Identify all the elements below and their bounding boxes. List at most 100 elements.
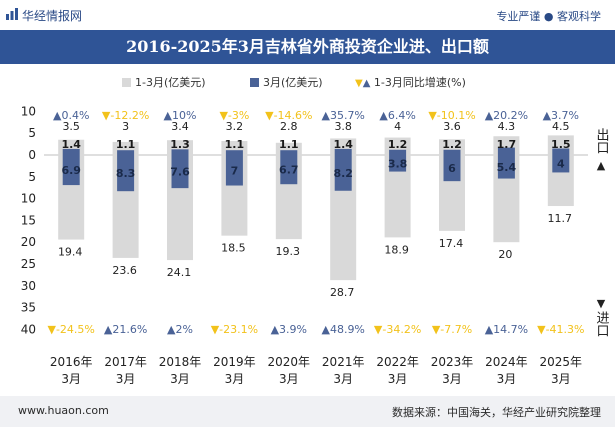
bar-import-month <box>171 155 189 189</box>
label-import-month: 6 <box>448 162 456 175</box>
x-tick-label-month: 3月 <box>225 372 245 386</box>
label-import-yoy: ▲14.7% <box>485 323 528 336</box>
label-import-yoy: ▼-24.5% <box>48 323 95 336</box>
label-export-ytd: 3 <box>122 120 129 133</box>
label-export-month: 1.3 <box>170 138 190 151</box>
legend-swatch-ytd <box>122 78 131 87</box>
y-tick-label: 5 <box>28 170 36 184</box>
label-import-ytd: 18.5 <box>221 242 246 255</box>
bar-import-month <box>225 155 243 186</box>
y-tick-label: 10 <box>21 192 36 206</box>
footer-website: www.huaon.com <box>18 404 109 417</box>
x-tick-label-year: 2024年 <box>485 355 528 369</box>
label-export-month: 1.2 <box>442 138 462 151</box>
label-import-yoy: ▲48.9% <box>321 323 364 336</box>
legend-swatch-month <box>250 78 259 87</box>
label-import-month: 3.8 <box>388 157 408 170</box>
y-tick-label: 20 <box>21 235 36 249</box>
bar-export-month <box>552 148 570 155</box>
label-export-yoy: ▼-12.2% <box>102 109 149 122</box>
top-bar: 华经情报网 专业严谨 ● 客观科学 <box>0 0 615 30</box>
label-import-ytd: 18.9 <box>384 243 409 256</box>
x-tick-label-month: 3月 <box>279 372 299 386</box>
x-tick-label-year: 2016年 <box>50 355 93 369</box>
legend-item-month: 3月(亿美元) <box>250 74 323 90</box>
label-export-yoy: ▼-3% <box>219 109 249 122</box>
label-export-yoy: ▲3.7% <box>543 109 579 122</box>
up-arrow-icon: ▲ <box>596 159 606 172</box>
x-tick-label-year: 2023年 <box>431 355 474 369</box>
label-import-yoy: ▲21.6% <box>104 323 147 336</box>
y-tick-label: 10 <box>21 104 36 118</box>
label-export-ytd: 3.5 <box>62 120 80 133</box>
label-import-ytd: 28.7 <box>330 286 355 299</box>
bar-import-month <box>117 155 135 192</box>
label-import-yoy: ▼-7.7% <box>432 323 472 336</box>
x-tick-label-year: 2017年 <box>104 355 147 369</box>
label-import-ytd: 19.4 <box>58 246 83 259</box>
x-tick-label-month: 3月 <box>61 372 81 386</box>
label-import-yoy: ▼-34.2% <box>374 323 421 336</box>
legend-item-yoy: ▼▲ 1-3月同比增速(%) <box>355 74 466 90</box>
bar-import-month <box>552 155 570 173</box>
label-import-month: 6.9 <box>61 164 81 177</box>
y-tick-label: 40 <box>21 322 36 336</box>
label-export-ytd: 4.5 <box>552 120 570 133</box>
label-export-ytd: 3.8 <box>334 120 352 133</box>
chart-plot: 10 5 0 5 10 15 20 25 30 35 40 3.5 1.4 6.9 19.4 ▲0.4% ▼-2… <box>21 104 588 386</box>
label-export-month: 1.4 <box>333 138 353 151</box>
x-tick-label-month: 3月 <box>388 372 408 386</box>
legend-label-month: 3月(亿美元) <box>263 76 323 89</box>
y-tick-label: 0 <box>28 148 36 162</box>
bar-import-month <box>389 155 407 172</box>
label-import-ytd: 19.3 <box>276 245 301 258</box>
bar-export-month <box>334 148 352 155</box>
x-tick-label-month: 3月 <box>116 372 136 386</box>
label-export-month: 1.1 <box>279 138 299 151</box>
x-tick-label-year: 2021年 <box>322 355 365 369</box>
x-tick-label-month: 3月 <box>442 372 462 386</box>
right-axis-import-label: ▼ 进口 <box>592 296 610 341</box>
bar-export-month <box>225 150 243 155</box>
label-import-yoy: ▼-41.3% <box>537 323 584 336</box>
label-export-ytd: 3.6 <box>443 120 461 133</box>
x-tick-label-month: 3月 <box>170 372 190 386</box>
label-import-ytd: 17.4 <box>439 237 464 250</box>
label-export-ytd: 2.8 <box>280 120 298 133</box>
label-export-yoy: ▲35.7% <box>321 109 364 122</box>
bar-import-month <box>443 155 461 182</box>
label-import-yoy: ▼-23.1% <box>211 323 258 336</box>
import-axis-text: 进口 <box>593 311 609 337</box>
legend-item-ytd: 1-3月(亿美元) <box>122 74 206 90</box>
y-tick-label: 15 <box>21 213 36 227</box>
x-tick-label-year: 2018年 <box>159 355 202 369</box>
bar-import-month <box>62 155 80 186</box>
label-export-month: 1.7 <box>497 138 517 151</box>
label-export-month: 1.5 <box>551 138 571 151</box>
footer-bar: www.huaon.com 数据来源：中国海关，华经产业研究院整理 <box>0 396 615 427</box>
footer-source: 数据来源：中国海关，华经产业研究院整理 <box>392 406 601 419</box>
y-tick-label: 5 <box>28 126 36 140</box>
label-export-yoy: ▲6.4% <box>379 109 415 122</box>
label-export-yoy: ▼-10.1% <box>428 109 475 122</box>
label-import-month: 5.4 <box>497 161 517 174</box>
down-arrow-icon: ▼ <box>596 297 606 310</box>
label-import-yoy: ▲3.9% <box>271 323 307 336</box>
label-import-month: 6.7 <box>279 164 299 177</box>
label-export-yoy: ▲20.2% <box>485 109 528 122</box>
label-export-month: 1.2 <box>388 138 408 151</box>
chart-title: 2016-2025年3月吉林省外商投资企业进、出口额 <box>126 37 489 56</box>
bar-export-month <box>117 150 135 155</box>
label-import-month: 8.3 <box>116 167 136 180</box>
export-axis-text: 出口 <box>593 128 609 154</box>
legend-yoy-icons: ▼▲ <box>355 78 371 89</box>
bar-export-month <box>171 149 189 155</box>
y-tick-label: 25 <box>21 257 36 271</box>
label-export-month: 1.1 <box>116 138 136 151</box>
label-import-ytd: 23.6 <box>112 264 137 277</box>
label-export-month: 1.4 <box>61 138 81 151</box>
label-import-ytd: 11.7 <box>548 212 573 225</box>
title-bar: 2016-2025年3月吉林省外商投资企业进、出口额 <box>0 30 615 64</box>
x-tick-label-year: 2022年 <box>376 355 419 369</box>
bar-export-month <box>443 149 461 155</box>
